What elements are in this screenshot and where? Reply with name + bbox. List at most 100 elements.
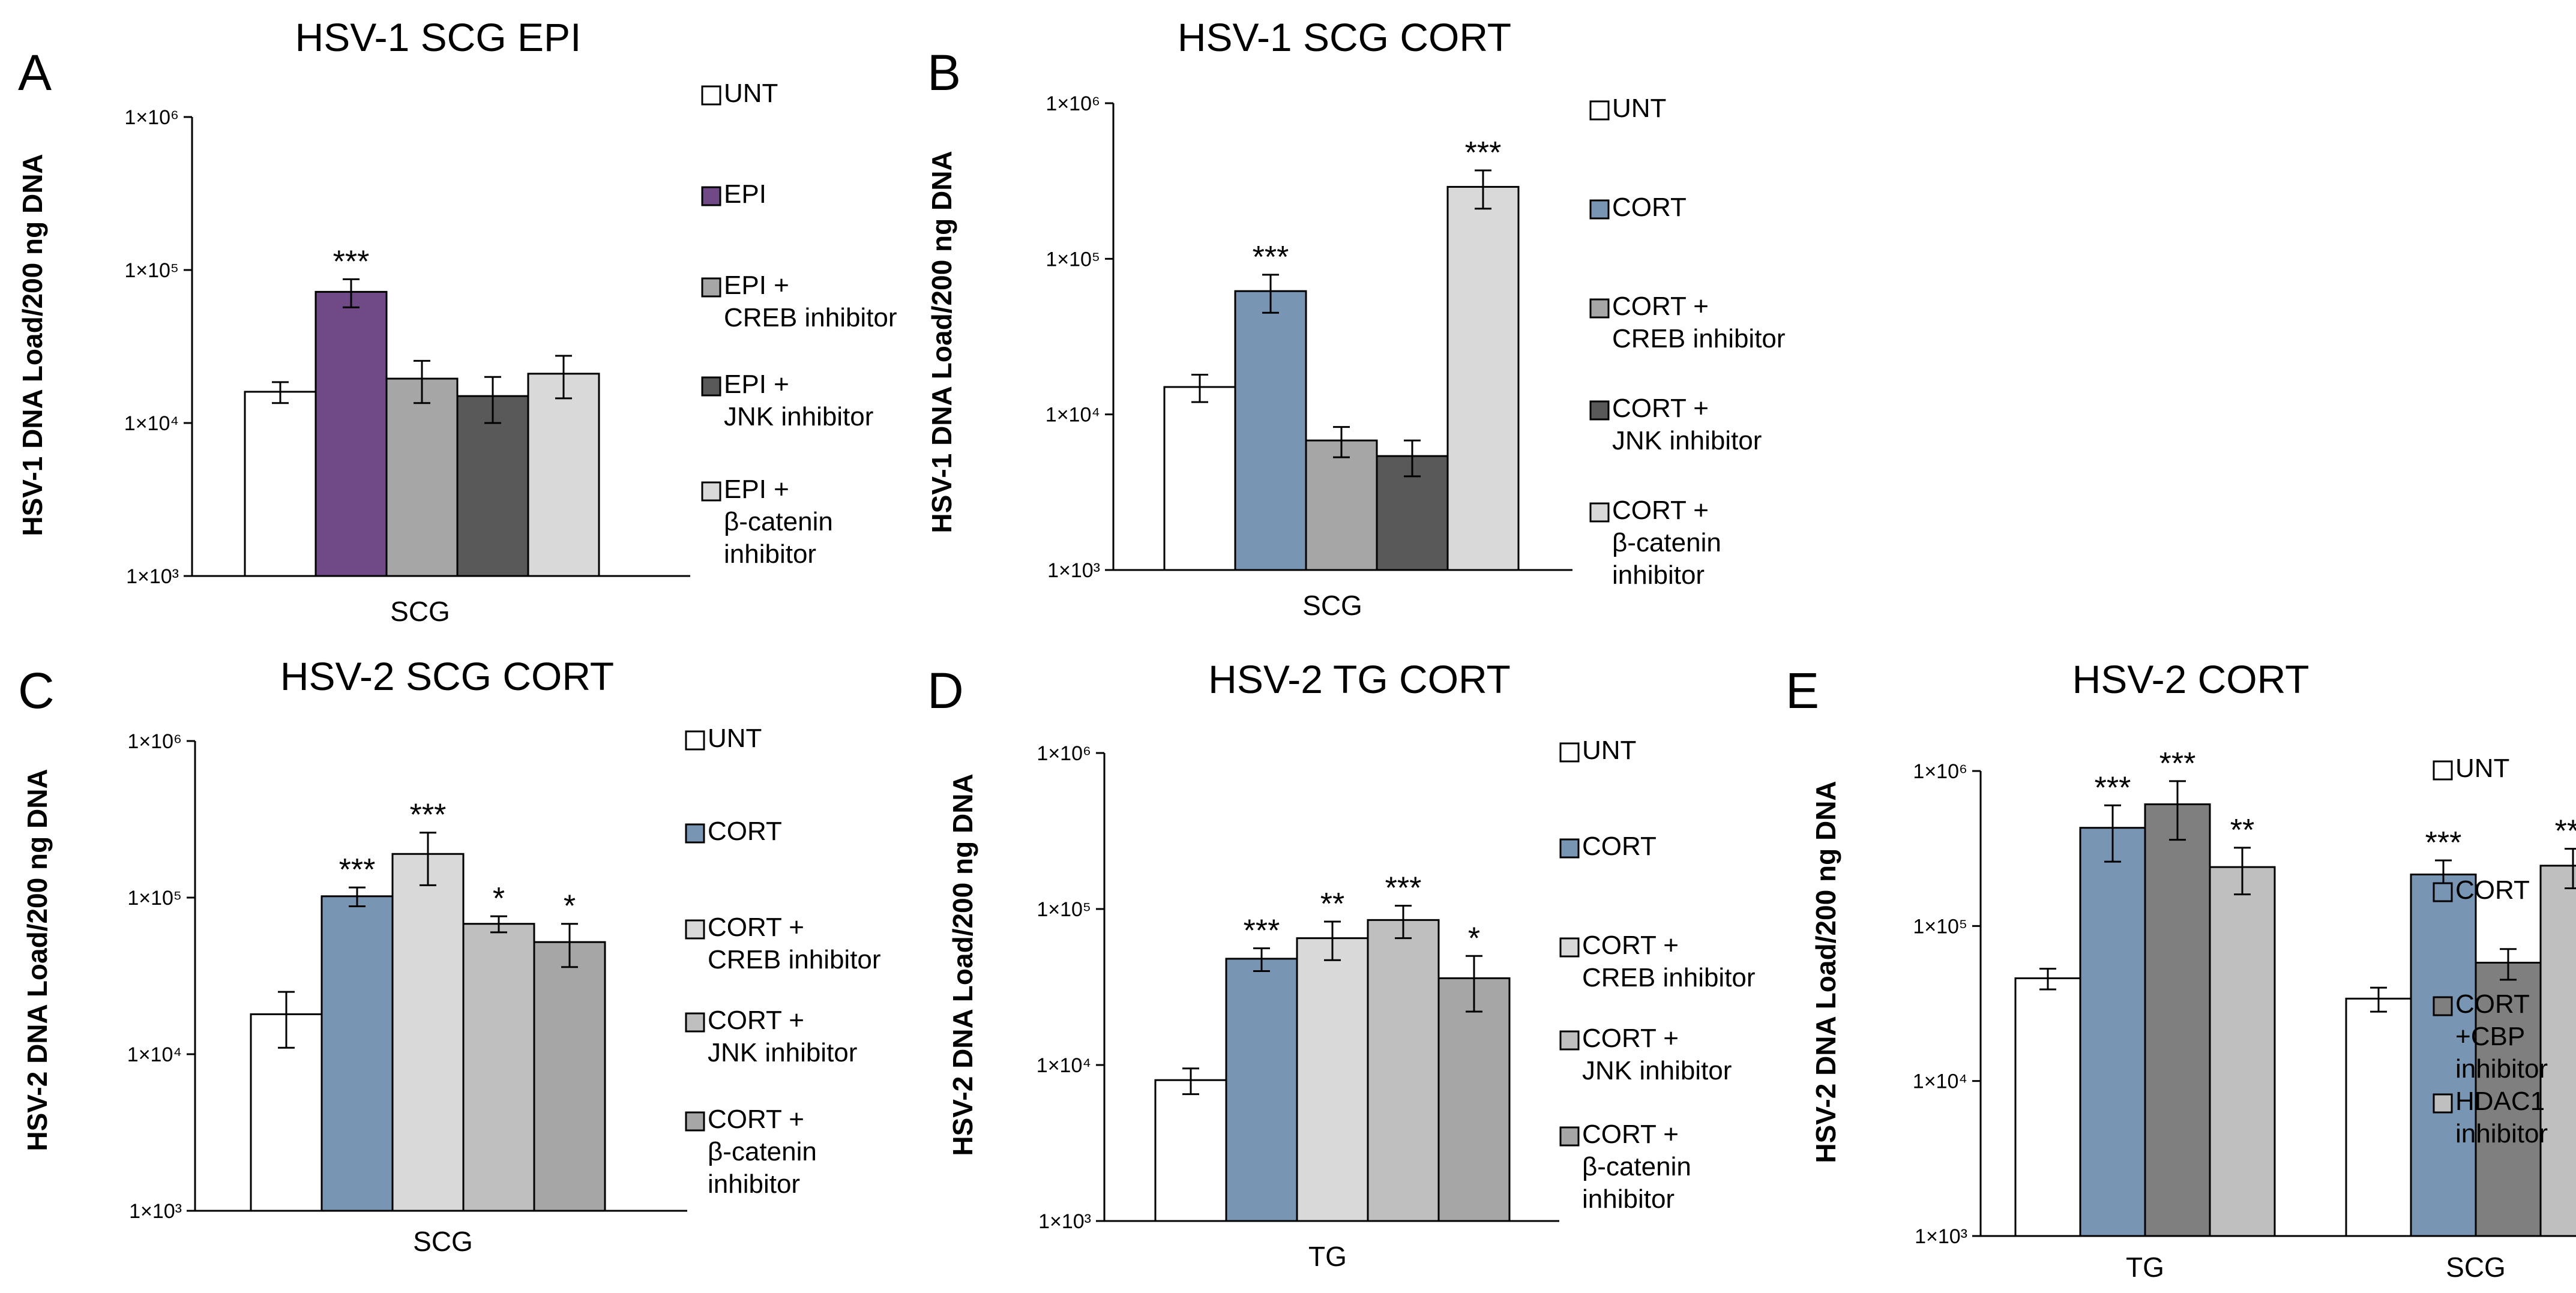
legend-label: EPI + bbox=[724, 475, 789, 504]
legend-label: inhibitor bbox=[1612, 560, 1705, 590]
legend-label: UNT bbox=[708, 724, 762, 753]
legend-label: CORT bbox=[1612, 193, 1687, 222]
legend-label: UNT bbox=[724, 79, 778, 108]
bar-cort-tg bbox=[2079, 827, 2146, 1237]
legend-swatch bbox=[1589, 400, 1610, 421]
legend-label: CORT + bbox=[1612, 496, 1709, 525]
legend-swatch bbox=[2433, 882, 2453, 902]
legend-swatch bbox=[685, 730, 705, 751]
legend-swatch bbox=[701, 376, 721, 397]
legend-swatch bbox=[1559, 1030, 1580, 1051]
significance-label: *** bbox=[2095, 770, 2131, 805]
chart-title: HSV-2 TG CORT bbox=[1208, 657, 1511, 701]
legend-label: inhibitor bbox=[2455, 1119, 2548, 1148]
bar-epi-creb-inhibitor-scg bbox=[385, 377, 459, 577]
y-tick-label: 1×10³ bbox=[1915, 1225, 1967, 1248]
bar-hdac1-inhibitor-tg bbox=[2209, 866, 2276, 1237]
legend-swatch bbox=[701, 186, 721, 206]
y-tick-label: 1×10⁶ bbox=[1913, 760, 1967, 783]
legend-swatch bbox=[1589, 100, 1610, 121]
legend-label: CREB inhibitor bbox=[708, 945, 881, 974]
x-category-label: SCG bbox=[2446, 1252, 2506, 1283]
legend-label: CORT + bbox=[708, 1105, 804, 1134]
panel-letter: B bbox=[927, 44, 961, 101]
bar-hdac1-inhibitor-scg bbox=[2539, 865, 2576, 1237]
panel-letter: D bbox=[927, 662, 964, 719]
y-axis-label: HSV-2 DNA Load/200 ng DNA bbox=[22, 769, 53, 1151]
legend-label: CORT + bbox=[1582, 1120, 1679, 1149]
y-tick-label: 1×10⁵ bbox=[1037, 898, 1091, 921]
legend-swatch bbox=[1559, 937, 1580, 958]
legend-label: CORT + bbox=[708, 913, 804, 942]
panel-c: C HSV-2 SCG CORT HSV-2 DNA Load/200 ng DNA… bbox=[18, 654, 881, 1257]
significance-label: *** bbox=[410, 798, 447, 833]
x-category-label: TG bbox=[2126, 1252, 2164, 1283]
y-tick-label: 1×10⁵ bbox=[1046, 248, 1100, 271]
x-category-label: TG bbox=[1308, 1241, 1347, 1272]
y-tick-label: 1×10⁶ bbox=[124, 106, 179, 129]
legend-label: CORT + bbox=[1612, 394, 1709, 423]
significance-label: * bbox=[493, 881, 505, 916]
legend-label: CORT bbox=[2455, 875, 2530, 905]
legend-label: EPI + bbox=[724, 370, 789, 399]
bar-unt-scg bbox=[2345, 997, 2412, 1237]
y-tick-label: 1×10⁶ bbox=[127, 730, 182, 753]
x-category-label: SCG bbox=[1302, 590, 1362, 621]
legend-label: CORT bbox=[708, 817, 782, 846]
bar-cort-creb-inhibitor-tg bbox=[1296, 937, 1369, 1222]
legend-swatch bbox=[1559, 742, 1580, 763]
chart-title: HSV-2 SCG CORT bbox=[280, 654, 614, 698]
legend-label: JNK inhibitor bbox=[1582, 1056, 1732, 1085]
y-tick-label: 1×10⁵ bbox=[1913, 915, 1967, 938]
significance-label: *** bbox=[2159, 746, 2196, 781]
bar-cort-catenin-inhibitor-tg bbox=[1437, 977, 1511, 1222]
legend-swatch bbox=[701, 481, 721, 502]
legend-swatch bbox=[2433, 760, 2453, 781]
chart-title: HSV-2 CORT bbox=[2072, 657, 2310, 701]
panel-letter: E bbox=[1786, 662, 1819, 719]
legend-swatch bbox=[1559, 1126, 1580, 1147]
legend-label: β-catenin bbox=[1582, 1152, 1691, 1181]
legend-label: β-catenin bbox=[1612, 528, 1721, 557]
legend-label: CORT bbox=[2455, 989, 2530, 1019]
legend-swatch bbox=[701, 85, 721, 106]
panel-letter: A bbox=[18, 44, 52, 101]
significance-label: ** bbox=[2230, 813, 2254, 848]
legend-label: CORT + bbox=[1582, 931, 1679, 960]
legend-label: UNT bbox=[2455, 754, 2509, 783]
legend-label: EPI + bbox=[724, 271, 789, 300]
bar-epi-jnk-inhibitor-scg bbox=[456, 395, 529, 577]
panel-e: E HSV-2 CORT HSV-2 DNA Load/200 ng DNA 1×10… bbox=[1786, 657, 2576, 1283]
bar-unt-tg bbox=[2014, 977, 2081, 1237]
legend-label: UNT bbox=[1612, 94, 1666, 123]
bar-cort-catenin-inhibitor-scg bbox=[1446, 185, 1520, 571]
significance-label: *** bbox=[1244, 913, 1280, 948]
bar-cort-catenin-inhibitor-scg bbox=[533, 941, 606, 1212]
bar-epi-catenin-inhibitor-scg bbox=[527, 373, 600, 577]
legend-swatch bbox=[1589, 199, 1610, 220]
legend-label: EPI bbox=[724, 179, 766, 209]
legend-label: +CBP bbox=[2455, 1022, 2525, 1051]
legend-label: inhibitor bbox=[724, 539, 816, 569]
significance-label: * bbox=[564, 889, 576, 924]
legend-swatch bbox=[1589, 298, 1610, 319]
panel-letter: C bbox=[18, 662, 55, 719]
bar-cort-jnk-inhibitor-scg bbox=[1376, 455, 1449, 571]
significance-label: *** bbox=[333, 244, 370, 279]
y-tick-label: 1×10⁴ bbox=[127, 1043, 182, 1066]
bar-cort-scg bbox=[320, 895, 394, 1212]
legend-label: CREB inhibitor bbox=[1582, 963, 1756, 992]
legend-swatch bbox=[685, 1111, 705, 1132]
bar-cort-jnk-inhibitor-scg bbox=[462, 923, 535, 1212]
y-axis-label: HSV-1 DNA Load/200 ng DNA bbox=[926, 151, 957, 533]
legend-swatch bbox=[701, 277, 721, 298]
y-tick-label: 1×10⁴ bbox=[1046, 404, 1100, 427]
legend-swatch bbox=[685, 823, 705, 844]
bar-epi-scg bbox=[314, 290, 388, 577]
bar-cort-cbp-inhibitor-tg bbox=[2144, 803, 2211, 1237]
legend-label: JNK inhibitor bbox=[1612, 426, 1762, 455]
legend-label: CREB inhibitor bbox=[724, 303, 897, 332]
bar-cort-creb-inhibitor-scg bbox=[391, 853, 465, 1212]
chart-title: HSV-1 SCG EPI bbox=[295, 15, 582, 59]
